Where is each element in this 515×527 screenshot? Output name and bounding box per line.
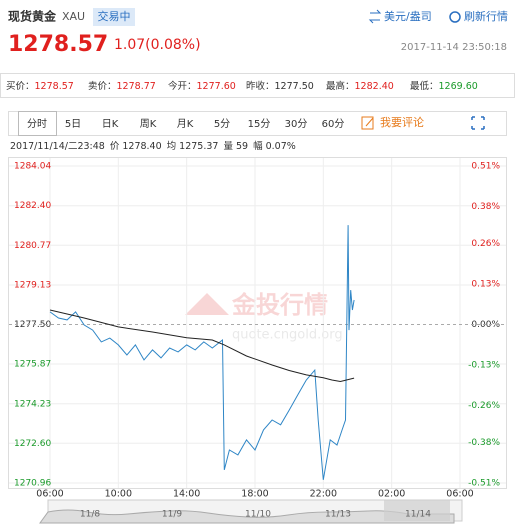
y2-tick-label: 0.13% [471,280,500,290]
y-tick-label: 1282.40 [14,201,51,211]
quote-time: 2017-11-14 23:50:18 [401,42,507,53]
quote-label: 最低： [410,80,439,92]
quote-label: 最高： [326,80,355,92]
status-badge [93,8,135,26]
instrument-code: XAU [62,10,85,23]
comment-icon [361,116,374,130]
navigator-window[interactable] [384,500,450,521]
refresh-icon [449,11,461,23]
x-tick-label: 06:00 [36,489,63,500]
y2-tick-label: 0.38% [471,202,500,212]
y-tick-label: 1277.50 [14,320,51,330]
info-value: 1275.37 [179,141,218,152]
tab[interactable]: 周K [140,118,157,130]
navigator-label: 11/13 [325,510,351,520]
tab[interactable]: 30分 [285,118,308,130]
quote-value: 1277.50 [275,81,314,92]
quote-item: 最高：1282.40 [326,80,394,92]
navigator-sparkline [39,509,455,524]
y2-tick-label: -0.38% [468,438,500,448]
navigator-label: 11/8 [80,510,100,520]
quote-item: 最低：1269.60 [410,80,478,92]
navigator-label: 11/14 [405,510,431,520]
y-tick-label: 1274.23 [14,399,51,409]
quote-item: 买价：1278.57 [6,81,74,92]
tab-bar [8,111,507,136]
x-tick-label: 02:00 [378,489,405,500]
quote-value: 1269.60 [439,81,478,92]
x-tick-label: 06:00 [446,489,473,500]
y2-tick-label: -0.13% [468,360,500,370]
tab[interactable]: 日K [102,119,119,130]
watermark: 金投行情 quote.cngold.org [185,291,343,343]
tab[interactable]: 5日 [65,119,81,130]
info-time: 2017/11/14/二23:48 [10,141,105,152]
quote-value: 1278.57 [35,81,74,92]
tab[interactable]: 5分 [214,118,230,130]
y2-tick-label: -0.51% [468,479,500,489]
watermark-title: 金投行情 [231,291,328,319]
active-tab [18,111,57,136]
tab[interactable]: 60分 [322,118,345,130]
x-tick-label: 18:00 [241,489,268,500]
info-label: 均 [167,140,177,152]
y2-tick-label: 0.51% [471,162,500,172]
quote-item: 卖价：1278.77 [88,81,156,92]
y2-tick-label: -0.26% [468,401,500,411]
quote-item: 昨收：1277.50 [246,80,314,92]
y-tick-label: 1284.04 [14,162,51,172]
y-tick-label: 1275.87 [14,360,51,370]
x-tick-label: 10:00 [105,489,132,500]
chart-frame [8,157,507,489]
info-value: 59 [236,141,248,152]
info-value: 0.07% [266,141,296,152]
y-tick-label: 1280.77 [14,241,51,251]
quote-label: 昨收： [246,80,275,92]
quote-label: 买价： [6,81,35,92]
quote-label: 卖价： [88,81,117,92]
price: 1278.57 [8,32,108,57]
navigator-label: 11/9 [162,510,182,520]
comment[interactable]: 我要评论 [380,115,424,129]
y-tick-label: 1272.60 [14,439,51,449]
x-tick-label: 14:00 [173,489,200,500]
info-line: 2017/11/14/二23:48 价 1278.40 均 1275.37 量 59 幅 0.0… [10,140,296,152]
tab[interactable]: 月K [177,118,194,130]
unit-link[interactable]: 美元/盎司 [384,9,432,23]
refresh-link[interactable]: 刷新行情 [464,9,508,23]
fullscreen-icon[interactable] [471,116,485,130]
info-label: 量 [223,141,233,152]
quote-label: 今开： [168,80,197,92]
quote-value: 1278.77 [117,81,156,92]
x-tick-label: 22:00 [310,489,337,500]
change: 1.07(0.08%) [114,37,201,53]
y-tick-label: 1270.96 [14,479,51,489]
info-label: 幅 [253,140,263,152]
watermark-logo [185,293,229,315]
average-line [49,309,355,383]
watermark-url: quote.cngold.org [232,328,343,343]
info-label: 价 [110,141,120,152]
unit-icon [368,9,382,24]
status: 交易中 [98,9,131,23]
y2-tick-label: 0.26% [471,239,500,249]
quote-item: 今开：1277.60 [168,80,236,92]
y-tick-label: 1279.13 [14,280,51,290]
tab[interactable]: 分时 [27,118,47,130]
navigator-label: 11/10 [245,510,271,520]
quote-value: 1282.40 [355,81,394,92]
quote-value: 1277.60 [197,81,236,92]
instrument-name: 现货黄金 [8,9,57,24]
info-value: 1278.40 [122,141,161,152]
price-line [49,225,355,480]
tab[interactable]: 15分 [248,118,271,130]
